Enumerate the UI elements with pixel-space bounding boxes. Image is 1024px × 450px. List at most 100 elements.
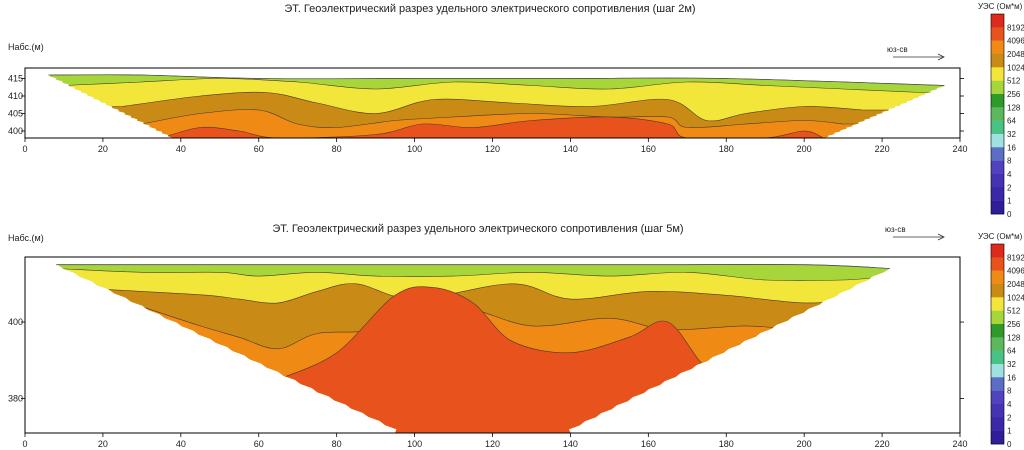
y-tick-label: 400 <box>8 126 23 136</box>
y-tick-label: 380 <box>8 394 23 404</box>
panel1-title: ЭТ. Геоэлектрический разрез удельного эл… <box>284 3 695 15</box>
panel2-ylabel: Набс.(м) <box>8 233 44 243</box>
legend-level-label: 0 <box>1007 210 1012 219</box>
legend-level-label: 16 <box>1007 373 1016 382</box>
x-tick-label: 240 <box>952 144 967 154</box>
y-tick-label: 410 <box>8 91 23 101</box>
y-tick-label: 405 <box>8 109 23 119</box>
legend-swatch <box>991 337 1004 351</box>
legend-level-label: 128 <box>1007 333 1021 342</box>
x-tick-label: 160 <box>641 439 656 449</box>
legend-swatch <box>991 350 1004 365</box>
legend-swatch <box>991 27 1004 41</box>
x-tick-label: 80 <box>332 144 342 154</box>
x-tick-label: 40 <box>176 439 186 449</box>
legend-level-label: 8192 <box>1007 253 1024 262</box>
legend-level-label: 1024 <box>1007 63 1024 72</box>
legend-swatch <box>991 364 1004 378</box>
legend-2-title: УЭС (Ом*м) <box>978 232 1023 241</box>
legend-swatch <box>991 284 1004 298</box>
legend-1: УЭС (Ом*м) 81924096204810245122561286432… <box>978 2 1024 219</box>
x-tick-label: 60 <box>254 439 264 449</box>
x-tick-label: 120 <box>485 144 500 154</box>
legend-swatch <box>991 94 1004 108</box>
legend-level-label: 1 <box>1007 197 1012 206</box>
y-tick-label: 415 <box>8 74 23 84</box>
legend-level-label: 2048 <box>1007 50 1024 59</box>
legend-swatch <box>991 160 1004 175</box>
legend-level-label: 16 <box>1007 143 1016 152</box>
legend-level-label: 1024 <box>1007 293 1024 302</box>
x-tick-label: 60 <box>254 144 264 154</box>
legend-swatch <box>991 404 1004 418</box>
x-tick-label: 120 <box>485 439 500 449</box>
x-tick-label: 100 <box>407 439 422 449</box>
legend-swatch <box>991 120 1004 135</box>
legend-swatch <box>991 257 1004 271</box>
legend-level-label: 8 <box>1007 157 1012 166</box>
legend-swatch <box>991 270 1004 285</box>
x-tick-label: 100 <box>407 144 422 154</box>
legend-swatch <box>991 174 1004 188</box>
legend-swatch <box>991 134 1004 148</box>
legend-level-label: 1 <box>1007 427 1012 436</box>
legend-level-label: 256 <box>1007 320 1021 329</box>
panel2-direction-arrow: юз-св <box>885 225 945 241</box>
panel1-direction-label: юз-св <box>887 45 908 54</box>
x-tick-label: 200 <box>797 439 812 449</box>
x-tick-label: 160 <box>641 144 656 154</box>
legend-level-label: 4 <box>1007 170 1012 179</box>
y-tick-label: 400 <box>8 317 23 327</box>
x-tick-label: 200 <box>797 144 812 154</box>
legend-2: УЭС (Ом*м) 81924096204810245122561286432… <box>978 232 1024 449</box>
legend-swatch <box>991 417 1004 431</box>
legend-swatch <box>991 80 1004 95</box>
legend-level-label: 4096 <box>1007 37 1024 46</box>
x-tick-label: 240 <box>952 439 967 449</box>
panel2-section <box>56 264 890 433</box>
legend-swatch <box>991 187 1004 201</box>
panel1-section <box>48 74 945 138</box>
legend-level-label: 32 <box>1007 130 1016 139</box>
legend-swatch <box>991 40 1004 55</box>
legend-level-label: 256 <box>1007 90 1021 99</box>
legend-swatch <box>991 147 1004 161</box>
x-tick-label: 140 <box>563 144 578 154</box>
panel2-title: ЭТ. Геоэлектрический разрез удельного эл… <box>272 223 683 235</box>
legend-level-label: 4096 <box>1007 267 1024 276</box>
legend-level-label: 4 <box>1007 400 1012 409</box>
legend-swatch <box>991 244 1004 258</box>
legend-swatch <box>991 310 1004 325</box>
legend-swatch <box>991 324 1004 338</box>
panel2-x-axis: 0 20 40 60 80 100 120 140 160 180 200 220 240 <box>22 433 968 449</box>
legend-swatch <box>991 390 1004 405</box>
x-tick-label: 40 <box>176 144 186 154</box>
legend-swatch <box>991 54 1004 68</box>
x-tick-label: 180 <box>719 144 734 154</box>
legend-swatch <box>991 297 1004 311</box>
panel1-direction-arrow: юз-св <box>887 45 945 61</box>
panel2-direction-label: юз-св <box>885 225 906 234</box>
panel1-x-axis: 0 20 40 60 80 100 120 140 160 180 200 220 240 <box>22 138 968 154</box>
x-tick-label: 0 <box>22 439 27 449</box>
legend-level-label: 512 <box>1007 307 1021 316</box>
legend-level-label: 2 <box>1007 183 1012 192</box>
legend-swatch <box>991 200 1004 215</box>
legend-level-label: 64 <box>1007 117 1016 126</box>
legend-level-label: 2 <box>1007 413 1012 422</box>
legend-level-label: 32 <box>1007 360 1016 369</box>
legend-level-label: 2048 <box>1007 280 1024 289</box>
panel2-y-axis: 380 400 <box>8 317 964 404</box>
legend-level-label: 64 <box>1007 347 1016 356</box>
panel1-ylabel: Набс.(м) <box>8 42 44 52</box>
panel2-surface-line <box>56 263 890 269</box>
x-tick-label: 20 <box>98 144 108 154</box>
x-tick-label: 140 <box>563 439 578 449</box>
x-tick-label: 20 <box>98 439 108 449</box>
x-tick-label: 80 <box>332 439 342 449</box>
x-tick-label: 0 <box>22 144 27 154</box>
legend-swatch <box>991 107 1004 121</box>
legend-level-label: 8 <box>1007 387 1012 396</box>
legend-level-label: 128 <box>1007 103 1021 112</box>
legend-swatch <box>991 14 1004 28</box>
